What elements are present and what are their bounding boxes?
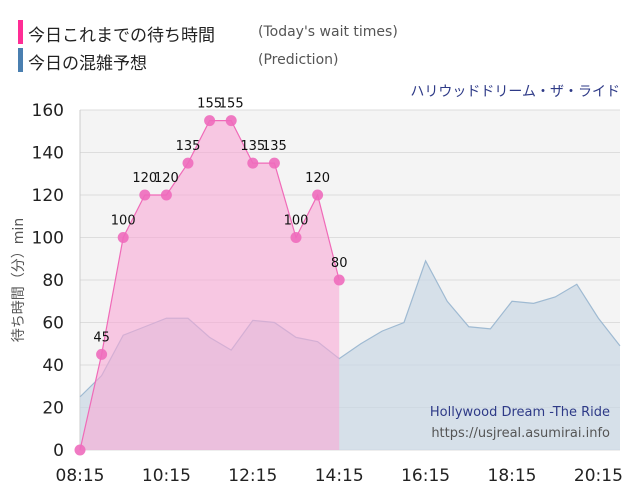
credit-title: Hollywood Dream -The Ride (430, 405, 610, 420)
today-area (80, 120, 340, 450)
data-label: 80 (331, 256, 348, 271)
data-label: 135 (262, 139, 287, 154)
legend-swatch-today (18, 20, 23, 44)
x-tick-label: 16:15 (401, 466, 450, 486)
data-label: 135 (240, 139, 265, 154)
y-tick-label: 160 (32, 101, 64, 121)
data-label: 155 (197, 97, 222, 112)
y-tick-label: 100 (32, 229, 64, 249)
data-label: 135 (176, 139, 201, 154)
today-point (290, 232, 302, 243)
ride-name: ハリウッドドリーム・ザ・ライド (410, 84, 620, 100)
x-tick-label: 12:15 (228, 466, 277, 486)
today-point (312, 189, 324, 201)
today-point (74, 444, 86, 456)
today-point (96, 348, 108, 360)
today-point (160, 189, 172, 201)
y-tick-label: 20 (42, 399, 64, 419)
y-axis-label: 待ち時間（分）min (11, 218, 27, 342)
x-tick-label: 10:15 (142, 466, 191, 486)
data-label: 45 (93, 330, 110, 345)
data-label: 155 (219, 97, 244, 112)
data-label: 120 (154, 171, 179, 186)
y-tick-label: 40 (42, 356, 64, 376)
legend-swatch-prediction (18, 48, 23, 72)
today-point (182, 157, 194, 169)
x-tick-label: 20:15 (574, 466, 623, 486)
today-point (204, 115, 216, 127)
data-label: 100 (284, 214, 309, 229)
data-label: 120 (132, 171, 157, 186)
x-tick-label: 18:15 (488, 466, 537, 486)
y-tick-label: 60 (42, 314, 64, 334)
today-point (247, 157, 259, 169)
y-tick-label: 0 (53, 441, 64, 461)
y-tick-label: 80 (42, 271, 64, 291)
legend-sublabel-today: (Today's wait times) (258, 24, 398, 40)
data-label: 120 (305, 171, 330, 186)
today-point (225, 115, 237, 127)
today-point (139, 189, 151, 201)
today-point (117, 232, 129, 243)
legend-label-prediction: 今日の混雑予想 (28, 54, 147, 74)
legend-label-today: 今日これまでの待ち時間 (28, 26, 215, 46)
today-point (333, 274, 345, 286)
data-label: 100 (111, 214, 136, 229)
today-point (268, 157, 280, 169)
y-tick-label: 140 (32, 144, 64, 164)
x-tick-label: 08:15 (56, 466, 105, 486)
legend-sublabel-prediction: (Prediction) (258, 52, 339, 68)
credit-url: https://usjreal.asumirai.info (431, 426, 610, 441)
x-tick-label: 14:15 (315, 466, 364, 486)
y-tick-label: 120 (32, 186, 64, 206)
